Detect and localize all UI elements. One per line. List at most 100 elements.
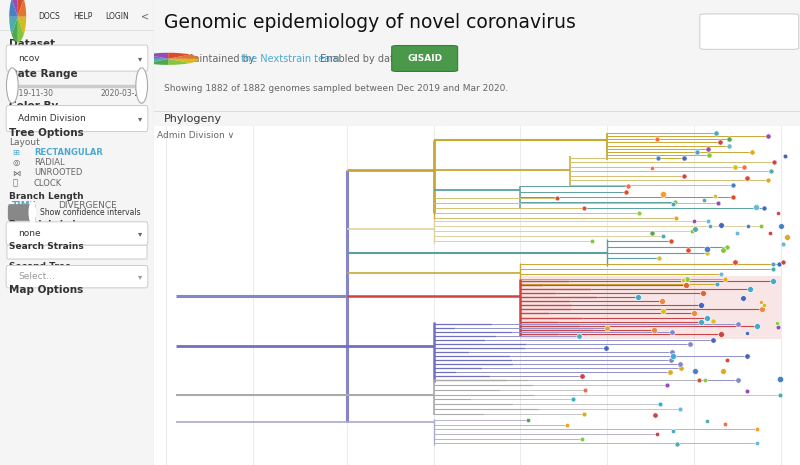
Point	[652, 154, 665, 162]
Point	[649, 411, 662, 418]
Wedge shape	[18, 0, 26, 17]
Text: ⊞: ⊞	[12, 148, 19, 157]
Point	[758, 204, 770, 212]
Text: Admin Division ∨: Admin Division ∨	[157, 132, 234, 140]
Point	[550, 194, 563, 201]
Point	[682, 246, 694, 253]
Point	[729, 259, 742, 266]
Point	[746, 148, 758, 155]
Point	[689, 367, 702, 374]
Point	[656, 190, 669, 197]
FancyBboxPatch shape	[6, 266, 148, 288]
Point	[767, 159, 780, 166]
Wedge shape	[18, 17, 26, 35]
Text: Tree Options: Tree Options	[10, 128, 84, 139]
Point	[727, 193, 740, 201]
Wedge shape	[10, 17, 18, 35]
Text: none: none	[18, 229, 41, 238]
Point	[666, 348, 679, 356]
Text: UNROOTED: UNROOTED	[34, 168, 82, 178]
Point	[773, 260, 786, 268]
Point	[764, 229, 777, 237]
Wedge shape	[10, 0, 18, 17]
Point	[754, 222, 767, 230]
Text: Branch Length: Branch Length	[10, 192, 84, 201]
Point	[665, 357, 678, 364]
Wedge shape	[168, 54, 199, 59]
Circle shape	[6, 68, 18, 103]
Point	[722, 142, 735, 149]
Point	[714, 271, 727, 278]
Text: TIME: TIME	[12, 201, 37, 210]
Point	[710, 129, 722, 137]
Text: RESET LAYOUT: RESET LAYOUT	[721, 27, 777, 36]
Point	[579, 386, 592, 393]
Point	[669, 199, 682, 206]
Text: the Nextstrain team: the Nextstrain team	[242, 54, 340, 64]
Text: <: <	[141, 12, 149, 22]
Point	[622, 182, 634, 190]
Point	[653, 255, 666, 262]
FancyBboxPatch shape	[392, 46, 458, 72]
Point	[750, 203, 763, 211]
Text: HELP: HELP	[74, 12, 93, 21]
Wedge shape	[18, 17, 24, 42]
Point	[671, 440, 684, 448]
Text: Maintained by: Maintained by	[185, 54, 258, 64]
Text: ▾: ▾	[138, 272, 142, 281]
Wedge shape	[146, 53, 168, 59]
Point	[743, 285, 756, 292]
Point	[740, 387, 753, 394]
Text: ncov: ncov	[18, 53, 40, 63]
Point	[701, 246, 714, 253]
Text: Color By: Color By	[10, 101, 58, 111]
Point	[647, 326, 660, 333]
Point	[708, 193, 721, 200]
Point	[750, 426, 763, 433]
Point	[661, 381, 674, 389]
Point	[766, 260, 779, 268]
Point	[771, 323, 784, 331]
Point	[576, 435, 589, 443]
Text: DIVERGENCE: DIVERGENCE	[58, 201, 118, 210]
Wedge shape	[146, 59, 168, 65]
Point	[781, 233, 794, 240]
Text: Map Options: Map Options	[10, 285, 83, 295]
Point	[664, 369, 677, 376]
Point	[665, 237, 678, 245]
Point	[693, 377, 706, 384]
Text: 2019-11-30: 2019-11-30	[10, 89, 54, 99]
Text: ⟋: ⟋	[12, 179, 18, 188]
Point	[678, 154, 690, 162]
Text: Show confidence intervals: Show confidence intervals	[40, 208, 141, 217]
Point	[762, 176, 774, 184]
Text: Showing 1882 of 1882 genomes sampled between Dec 2019 and Mar 2020.: Showing 1882 of 1882 genomes sampled bet…	[164, 84, 508, 93]
FancyBboxPatch shape	[6, 45, 148, 71]
Wedge shape	[12, 17, 18, 42]
Text: Search Strains: Search Strains	[10, 242, 84, 251]
Point	[701, 249, 714, 256]
Point	[779, 152, 792, 159]
Point	[698, 197, 710, 204]
Point	[560, 421, 573, 429]
Text: Select...: Select...	[18, 272, 55, 281]
Point	[657, 307, 670, 315]
Point	[722, 136, 735, 143]
Wedge shape	[12, 0, 18, 17]
Point	[698, 376, 711, 384]
Point	[578, 204, 590, 212]
Point	[775, 222, 788, 229]
Point	[765, 167, 778, 175]
Point	[632, 293, 645, 301]
Text: ◎: ◎	[12, 158, 19, 167]
Point	[707, 318, 720, 325]
Text: RADIAL: RADIAL	[34, 158, 65, 167]
Point	[702, 217, 714, 225]
Point	[578, 410, 590, 417]
Point	[667, 427, 680, 434]
Point	[716, 246, 729, 253]
Point	[697, 289, 710, 297]
Point	[666, 200, 679, 208]
Point	[694, 302, 707, 309]
Point	[675, 365, 688, 372]
